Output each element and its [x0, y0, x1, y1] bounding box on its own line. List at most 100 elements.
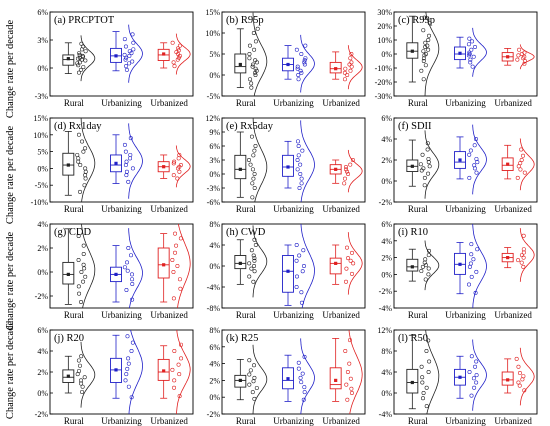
data-point [349, 51, 354, 56]
data-point [172, 378, 177, 383]
data-point [423, 257, 428, 262]
series-urbanizing [110, 329, 143, 415]
series-rural [62, 223, 96, 309]
y-tick-label: 0% [381, 389, 392, 398]
data-point [426, 266, 431, 271]
data-point [171, 296, 176, 301]
data-point [471, 54, 476, 59]
data-point [247, 274, 252, 279]
data-point [75, 56, 80, 61]
data-point [79, 378, 84, 383]
y-tick-label: 12% [377, 326, 392, 335]
y-tick-label: 2% [37, 368, 48, 377]
data-point [294, 258, 299, 263]
data-point [474, 359, 479, 364]
y-tick-label: 3% [37, 36, 48, 45]
data-point [76, 156, 81, 161]
y-tick-label: 2% [381, 254, 392, 263]
data-point [521, 374, 526, 379]
data-point [343, 279, 348, 284]
data-point [252, 186, 257, 191]
data-point [423, 277, 428, 282]
data-point [123, 44, 128, 49]
x-category-label: Rural [64, 310, 84, 320]
x-category-label: Rural [236, 98, 256, 108]
data-point [474, 373, 479, 378]
data-point [423, 51, 428, 56]
distribution-curve [252, 225, 268, 298]
panel-1: -3% 0% 3% 6% (a) PRCPTOT Rural Urbanizing Urban… [35, 8, 194, 108]
data-point [474, 380, 479, 385]
data-point [472, 166, 477, 171]
y-tick-label: 4% [209, 360, 220, 369]
series-rural [62, 35, 96, 82]
iqr-box [282, 255, 294, 293]
data-point [300, 371, 305, 376]
y-tick-label: -10% [31, 198, 49, 207]
data-point [251, 279, 256, 284]
data-point [344, 382, 349, 387]
data-point [420, 396, 425, 401]
data-point [295, 64, 300, 69]
data-point [471, 376, 476, 381]
distribution-curve [347, 232, 363, 295]
mean-marker [238, 261, 242, 265]
data-point [423, 40, 428, 45]
distribution-curve [252, 117, 268, 203]
mean-marker [334, 378, 338, 382]
data-point [171, 60, 176, 65]
data-point [474, 156, 479, 161]
distribution-curve [347, 45, 363, 90]
data-point [81, 65, 86, 70]
y-tick-label: 6% [381, 114, 392, 123]
x-category-label: Rural [64, 98, 84, 108]
data-point [249, 134, 254, 139]
data-point [295, 66, 300, 71]
data-point [299, 181, 304, 186]
data-point [78, 189, 83, 194]
distribution-curve [425, 329, 440, 415]
data-point [345, 369, 350, 374]
data-point [247, 56, 252, 61]
data-point [469, 393, 474, 398]
data-point [171, 161, 176, 166]
data-point [469, 242, 474, 247]
data-point [76, 358, 81, 363]
data-point [83, 58, 88, 63]
series-rural [406, 240, 440, 291]
data-point [251, 30, 256, 35]
y-tick-label: -3% [35, 92, 49, 101]
data-point [170, 367, 175, 372]
mean-marker [66, 57, 70, 61]
data-point [129, 348, 134, 353]
data-point [350, 158, 355, 163]
data-point [420, 375, 425, 380]
data-point [125, 366, 130, 371]
data-point [345, 397, 350, 402]
data-point [522, 54, 527, 59]
data-point [303, 43, 308, 48]
data-point [81, 279, 86, 284]
y-tick-label: 8% [209, 326, 220, 335]
data-point [299, 290, 304, 295]
y-axis-label-row1: Change rate per decade [5, 19, 16, 119]
x-category-label: Urbanizing [273, 98, 314, 108]
data-point [76, 63, 81, 68]
data-point [422, 15, 427, 20]
mean-marker [162, 263, 166, 267]
data-point [427, 164, 432, 169]
data-point [522, 61, 527, 66]
x-category-label: Urbanized [150, 204, 188, 214]
data-point [250, 167, 255, 172]
data-point [344, 165, 349, 170]
panel-2: -5% 0% 5% 10% 15% (b) R95p Rural Urbanizing Urba… [205, 8, 366, 108]
data-point [472, 44, 477, 49]
mean-marker [410, 164, 414, 168]
y-tick-label: 5% [37, 148, 48, 157]
data-point [344, 266, 349, 271]
data-point [296, 73, 301, 78]
x-category-label: Rural [64, 204, 84, 214]
data-point [466, 282, 471, 287]
x-category-label: Urbanizing [273, 310, 314, 320]
x-category-label: Urbanized [494, 416, 532, 426]
